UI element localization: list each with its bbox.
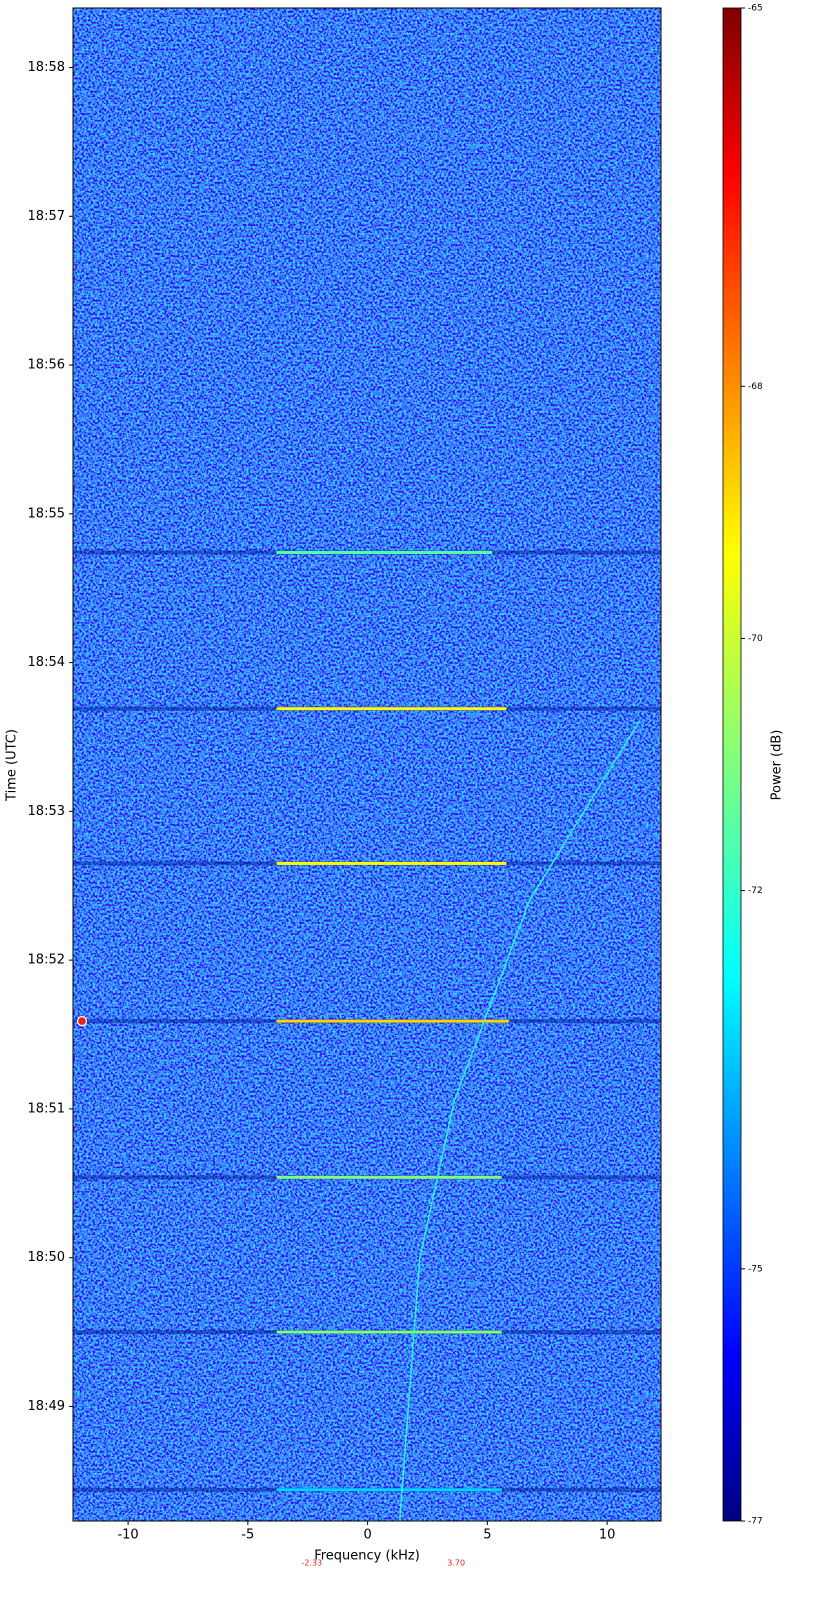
colorbar-tick-label: -70 [748, 634, 763, 644]
y-tick-label: 18:52 [28, 953, 65, 968]
y-tick-label: 18:53 [28, 804, 65, 819]
colorbar-tick-label: -68 [748, 382, 763, 392]
colorbar [722, 7, 742, 1522]
x-axis-label: Frequency (kHz) [314, 1549, 420, 1564]
x-tick-label: 10 [599, 1528, 616, 1543]
burst [276, 861, 507, 865]
noise-texture [73, 8, 661, 1521]
colorbar-tick-label: -77 [748, 1517, 763, 1527]
plot-frame [72, 7, 662, 1522]
doppler-trace [398, 720, 641, 1522]
colorbar-tick-label: -72 [748, 886, 763, 896]
y-tick-label: 18:58 [28, 60, 65, 75]
y-tick-label: 18:57 [28, 209, 65, 224]
x-tick-label: -5 [241, 1528, 254, 1543]
burst [276, 707, 507, 711]
x-tick-label: -10 [117, 1528, 138, 1543]
burst [276, 551, 493, 555]
y-tick-label: 18:49 [28, 1399, 65, 1414]
freq-marker-label: 3.70 [447, 1559, 465, 1568]
freq-marker-label: -2.33 [301, 1559, 322, 1568]
y-axis-label: Time (UTC) [5, 729, 20, 802]
y-tick-label: 18:55 [28, 506, 65, 521]
colorbar-tick-label: -65 [748, 4, 763, 14]
y-tick-label: 18:50 [28, 1250, 65, 1265]
x-tick-label: 0 [363, 1528, 371, 1543]
colorbar-tick-label: -75 [748, 1264, 763, 1274]
burst [276, 1019, 509, 1023]
y-tick-label: 18:54 [28, 655, 65, 670]
y-tick-label: 18:51 [28, 1101, 65, 1116]
colorbar-label: Power (dB) [770, 730, 785, 801]
x-tick-label: 5 [483, 1528, 491, 1543]
burst [276, 1330, 502, 1334]
burst [276, 1488, 502, 1492]
time-marker [76, 1016, 88, 1027]
burst [276, 1175, 502, 1179]
y-tick-label: 18:56 [28, 358, 65, 373]
